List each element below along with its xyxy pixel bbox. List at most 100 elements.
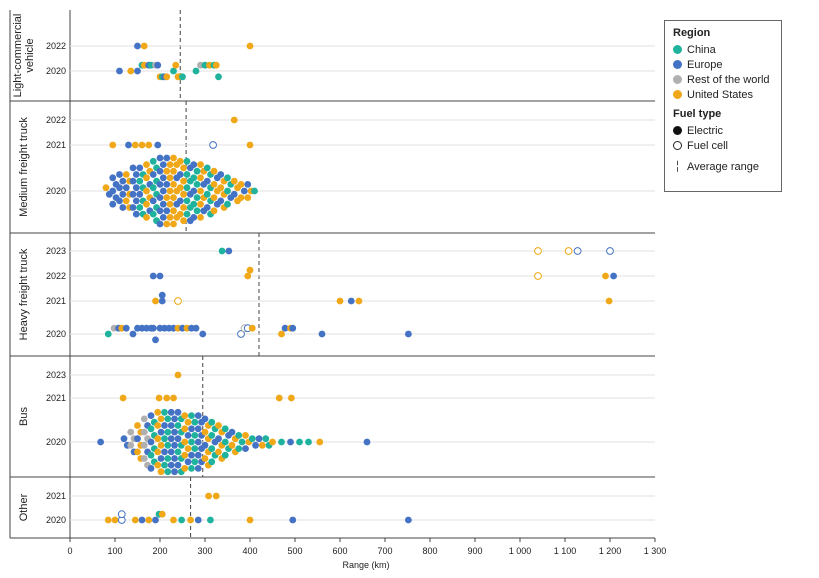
data-point	[140, 42, 148, 50]
data-point	[147, 412, 155, 419]
data-point	[127, 428, 135, 436]
data-point	[174, 435, 182, 443]
data-point	[180, 217, 187, 225]
panel-label: Bus	[18, 407, 30, 426]
data-point	[242, 432, 249, 439]
data-point	[181, 412, 189, 419]
data-point	[154, 461, 162, 469]
data-point	[131, 516, 139, 524]
legend-label: Average range	[687, 160, 759, 173]
data-point	[224, 187, 231, 195]
data-point	[140, 441, 148, 449]
data-point	[138, 516, 146, 524]
data-point	[171, 428, 178, 436]
x-tick-label: 0	[67, 546, 72, 556]
data-point	[166, 187, 174, 195]
data-point	[197, 187, 204, 195]
data-point	[237, 194, 245, 202]
data-point	[184, 458, 192, 466]
data-point	[192, 324, 200, 332]
data-point	[174, 371, 182, 379]
data-point	[116, 184, 123, 192]
panel-label: Heavy freight truck	[18, 248, 30, 340]
data-point	[262, 435, 270, 443]
data-point	[193, 181, 201, 188]
data-point	[149, 210, 157, 218]
data-point	[171, 455, 178, 462]
year-label: 2022	[46, 115, 66, 125]
data-point	[180, 177, 187, 185]
data-point	[158, 291, 166, 299]
data-point	[131, 141, 139, 149]
data-point	[191, 432, 199, 439]
data-point	[405, 516, 412, 524]
data-point	[188, 438, 195, 446]
data-point	[170, 67, 177, 75]
data-point	[190, 214, 198, 221]
data-point	[230, 116, 238, 124]
data-point	[167, 448, 175, 456]
data-point	[120, 435, 128, 443]
legend-item-rest-of-world: Rest of the world	[673, 72, 773, 87]
data-point	[181, 465, 189, 472]
data-point	[176, 171, 184, 178]
data-point	[140, 415, 148, 423]
data-point	[161, 422, 168, 429]
data-point	[246, 141, 254, 149]
data-point	[154, 448, 162, 456]
data-point	[197, 200, 204, 208]
data-point	[143, 200, 150, 208]
data-point	[255, 435, 263, 443]
data-point	[149, 197, 157, 205]
panel-label-text: Light-commercialvehicle	[12, 14, 36, 98]
data-point	[154, 141, 162, 149]
year-label: 2020	[46, 66, 66, 76]
data-point	[221, 425, 229, 433]
x-tick-label: 500	[287, 546, 302, 556]
data-point	[210, 207, 218, 215]
data-point	[163, 194, 171, 202]
data-point	[248, 435, 256, 443]
data-point	[119, 190, 127, 198]
x-tick-label: 700	[377, 546, 392, 556]
legend-item-china: China	[673, 42, 773, 57]
data-point	[191, 418, 199, 426]
year-label: 2022	[46, 271, 66, 281]
data-point	[180, 204, 187, 211]
rest-of-world-swatch-icon	[673, 75, 682, 84]
data-point	[143, 187, 150, 195]
legend-fuel-title: Fuel type	[673, 108, 722, 120]
year-label: 2023	[46, 370, 66, 380]
data-point	[172, 61, 180, 69]
data-point	[197, 214, 204, 221]
legend-label: United States	[687, 88, 754, 101]
data-point	[164, 468, 172, 476]
data-point	[534, 272, 542, 280]
data-point	[191, 445, 199, 452]
data-point	[203, 164, 211, 172]
data-point	[217, 197, 225, 205]
year-label: 2021	[46, 491, 66, 501]
data-point	[158, 510, 166, 518]
data-point	[167, 408, 175, 416]
data-point	[163, 181, 171, 188]
data-point	[132, 197, 140, 205]
data-point	[170, 394, 177, 402]
data-point	[217, 184, 225, 192]
x-tick-label: 900	[467, 546, 482, 556]
data-point	[252, 441, 259, 449]
data-point	[156, 181, 164, 188]
data-point	[237, 330, 245, 338]
data-point	[183, 210, 191, 218]
data-point	[149, 171, 157, 178]
legend-label: China	[687, 43, 716, 56]
data-point	[109, 141, 117, 149]
data-point	[170, 207, 177, 215]
data-point	[104, 330, 112, 338]
data-point	[170, 167, 177, 175]
data-point	[119, 177, 127, 185]
x-tick-label: 300	[197, 546, 212, 556]
data-point	[305, 438, 312, 446]
data-point	[147, 438, 155, 446]
